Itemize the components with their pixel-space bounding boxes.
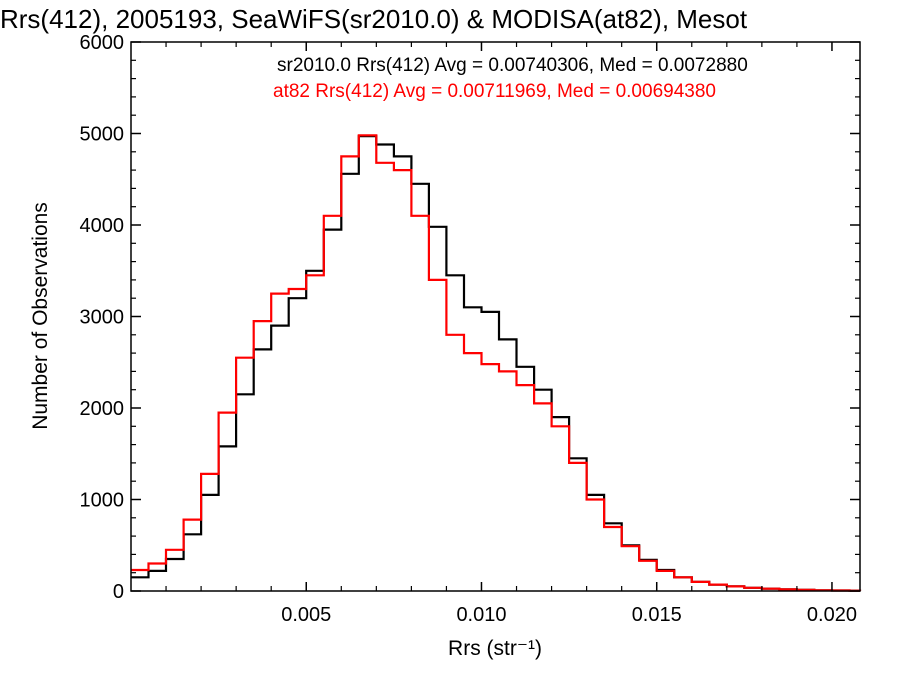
series-line-1 bbox=[131, 134, 862, 592]
x-tick-label: 0.010 bbox=[456, 604, 506, 626]
chart-title: Rrs(412), 2005193, SeaWiFS(sr2010.0) & M… bbox=[0, 4, 748, 34]
x-tick-label: 0.005 bbox=[281, 604, 331, 626]
legend-entry-at82: at82 Rrs(412) Avg = 0.00711969, Med = 0.… bbox=[273, 81, 716, 102]
y-axis-label: Number of Observations bbox=[29, 202, 52, 430]
legend-entry-sr2010: sr2010.0 Rrs(412) Avg = 0.00740306, Med … bbox=[277, 55, 748, 76]
x-axis-label: Rrs (str⁻¹) bbox=[448, 637, 542, 660]
y-tick-label: 1000 bbox=[80, 490, 125, 512]
x-tick-label: 0.015 bbox=[632, 604, 682, 626]
y-tick-label: 3000 bbox=[80, 307, 125, 329]
y-tick-label: 2000 bbox=[80, 398, 125, 420]
x-tick-label: 0.020 bbox=[807, 604, 857, 626]
plot-frame bbox=[130, 41, 861, 592]
tick-layer: 0.005 0.010 0.015 0.020 0 1000 2000 3000 4000 500… bbox=[80, 32, 860, 626]
y-tick-label: 6000 bbox=[80, 32, 125, 54]
y-tick-label: 0 bbox=[113, 581, 124, 603]
y-tick-label: 4000 bbox=[80, 215, 125, 237]
y-tick-label: 5000 bbox=[80, 124, 125, 146]
series-layer bbox=[131, 134, 862, 592]
